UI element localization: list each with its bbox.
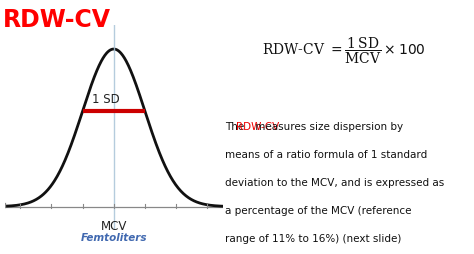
Text: range of 11% to 16%) (next slide): range of 11% to 16%) (next slide): [225, 234, 401, 244]
Text: Femtoliters: Femtoliters: [81, 233, 147, 243]
Text: means of a ratio formula of 1 standard: means of a ratio formula of 1 standard: [225, 150, 428, 160]
Text: The: The: [225, 122, 248, 132]
Text: a percentage of the MCV (reference: a percentage of the MCV (reference: [225, 206, 412, 216]
Text: deviation to the MCV, and is expressed as: deviation to the MCV, and is expressed a…: [225, 178, 445, 188]
Text: measures size dispersion by: measures size dispersion by: [253, 122, 403, 132]
Text: RDW-CV: RDW-CV: [3, 8, 111, 31]
Text: 1 SD: 1 SD: [92, 93, 120, 106]
Text: RDW-CV: RDW-CV: [236, 122, 279, 132]
Text: RDW-CV $= \dfrac{\mathregular{1\,SD}}{\mathregular{MCV}} \times 100$: RDW-CV $= \dfrac{\mathregular{1\,SD}}{\m…: [262, 36, 425, 66]
Text: MCV: MCV: [100, 220, 127, 233]
